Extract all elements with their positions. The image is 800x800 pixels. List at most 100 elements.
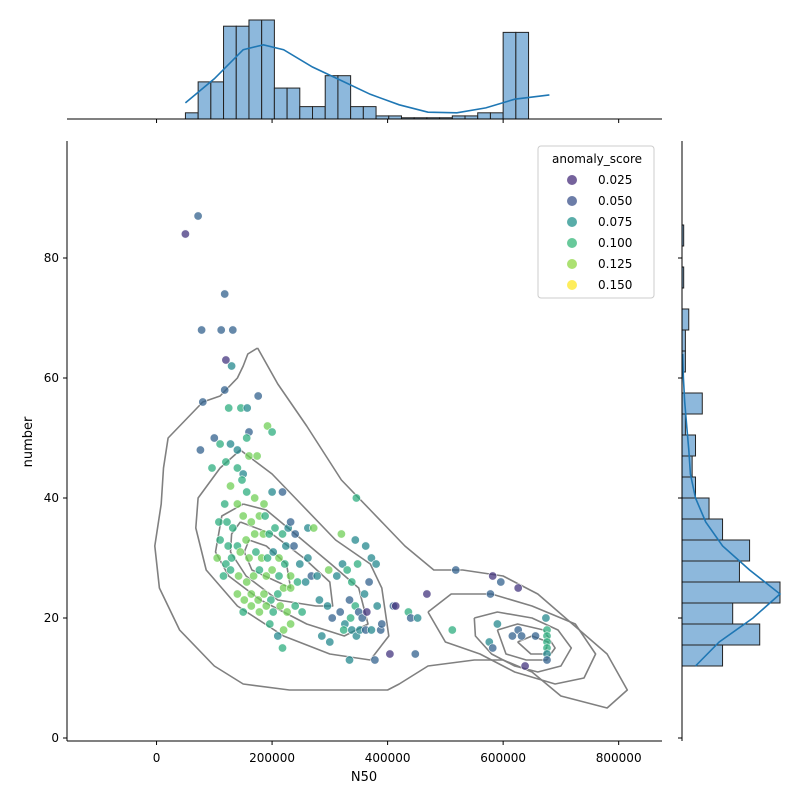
scatter-point: [337, 559, 347, 569]
scatter-point: [198, 397, 208, 407]
scatter-point: [290, 601, 300, 611]
scatter-point: [297, 607, 307, 617]
y-tick-label: 60: [44, 371, 59, 385]
top-hist-bar: [312, 106, 326, 120]
scatter-point: [275, 601, 285, 611]
scatter-point: [492, 619, 502, 629]
legend-frame: [537, 145, 655, 299]
top-hist-bar: [248, 19, 263, 120]
scatter-point: [286, 583, 296, 593]
scatter-point: [372, 601, 382, 611]
scatter-point: [224, 403, 234, 413]
x-tick-label: 600000: [480, 751, 526, 765]
scatter-point: [324, 565, 334, 575]
scatter-point: [309, 523, 319, 533]
scatter-point: [336, 529, 346, 539]
right-hist-bar: [681, 602, 734, 625]
scatter-point: [242, 433, 252, 443]
scatter-point: [277, 487, 287, 497]
scatter-point: [242, 403, 252, 413]
scatter-point: [250, 493, 260, 503]
top-hist-bar: [286, 87, 301, 120]
right-hist-bar: [681, 329, 686, 352]
scatter-point: [238, 607, 248, 617]
scatter-point: [377, 619, 387, 629]
scatter-point: [507, 631, 517, 641]
scatter-point: [542, 655, 552, 665]
top-hist-bar: [515, 31, 530, 120]
scatter-point: [249, 571, 259, 581]
scatter-point: [513, 583, 523, 593]
scatter-point: [220, 289, 230, 299]
legend-label: 0.075: [598, 215, 632, 229]
scatter-point: [207, 463, 217, 473]
scatter-point: [357, 613, 367, 623]
density-contour: [154, 347, 629, 709]
scatter-point: [222, 517, 232, 527]
y-tick-label: 80: [44, 251, 59, 265]
scatter-point: [259, 589, 269, 599]
scatter-point: [253, 391, 263, 401]
scatter-point: [317, 631, 327, 641]
scatter-point: [232, 499, 242, 509]
top-hist-bar: [362, 106, 377, 120]
scatter-point: [279, 625, 289, 635]
x-tick-label: 800000: [596, 751, 642, 765]
scatter-point: [226, 439, 236, 449]
scatter-point: [322, 601, 332, 611]
scatter-point: [227, 361, 237, 371]
scatter-point: [232, 445, 242, 455]
scatter-point: [238, 511, 248, 521]
scatter-point: [267, 487, 277, 497]
scatter-point: [496, 577, 506, 587]
top-hist-bar: [299, 106, 314, 120]
scatter-point: [212, 553, 222, 563]
scatter-point: [264, 529, 274, 539]
scatter-point: [520, 661, 530, 671]
scatter-point: [260, 511, 270, 521]
scatter-point: [342, 565, 352, 575]
scatter-point: [235, 547, 245, 557]
scatter-point: [244, 553, 254, 563]
scatter-point: [216, 325, 226, 335]
top-hist-bar: [223, 25, 237, 120]
scatter-point: [273, 589, 283, 599]
scatter-point: [270, 523, 280, 533]
scatter-point: [193, 211, 203, 221]
scatter-point: [281, 541, 291, 551]
scatter-point: [261, 571, 271, 581]
legend-label: 0.050: [598, 194, 632, 208]
top-hist-bar: [273, 87, 288, 120]
scatter-point: [286, 571, 296, 581]
scatter-point: [254, 565, 264, 575]
scatter-point: [223, 541, 233, 551]
scatter-point: [344, 655, 354, 665]
scatter-point: [219, 571, 229, 581]
scatter-point: [237, 475, 247, 485]
scatter-point: [220, 499, 230, 509]
scatter-point: [295, 559, 305, 569]
scatter-point: [228, 325, 238, 335]
scatter-point: [214, 517, 224, 527]
scatter-point: [347, 577, 357, 587]
scatter-point: [251, 547, 261, 557]
legend-label: 0.125: [598, 257, 632, 271]
scatter-point: [344, 595, 354, 605]
top-hist-bar: [210, 81, 225, 120]
scatter-point: [517, 631, 527, 641]
scatter-point: [262, 553, 272, 563]
legend-marker: [567, 196, 577, 206]
scatter-point: [391, 601, 401, 611]
scatter-point: [289, 541, 299, 551]
top-hist-bar: [324, 75, 339, 120]
scatter-point: [410, 649, 420, 659]
scatter-point: [242, 577, 252, 587]
scatter-point: [221, 355, 231, 365]
scatter-point: [239, 595, 249, 605]
scatter-point: [364, 577, 374, 587]
legend-marker: [567, 238, 577, 248]
scatter-point: [325, 637, 335, 647]
scatter-point: [413, 613, 423, 623]
scatter-points: [180, 211, 552, 671]
